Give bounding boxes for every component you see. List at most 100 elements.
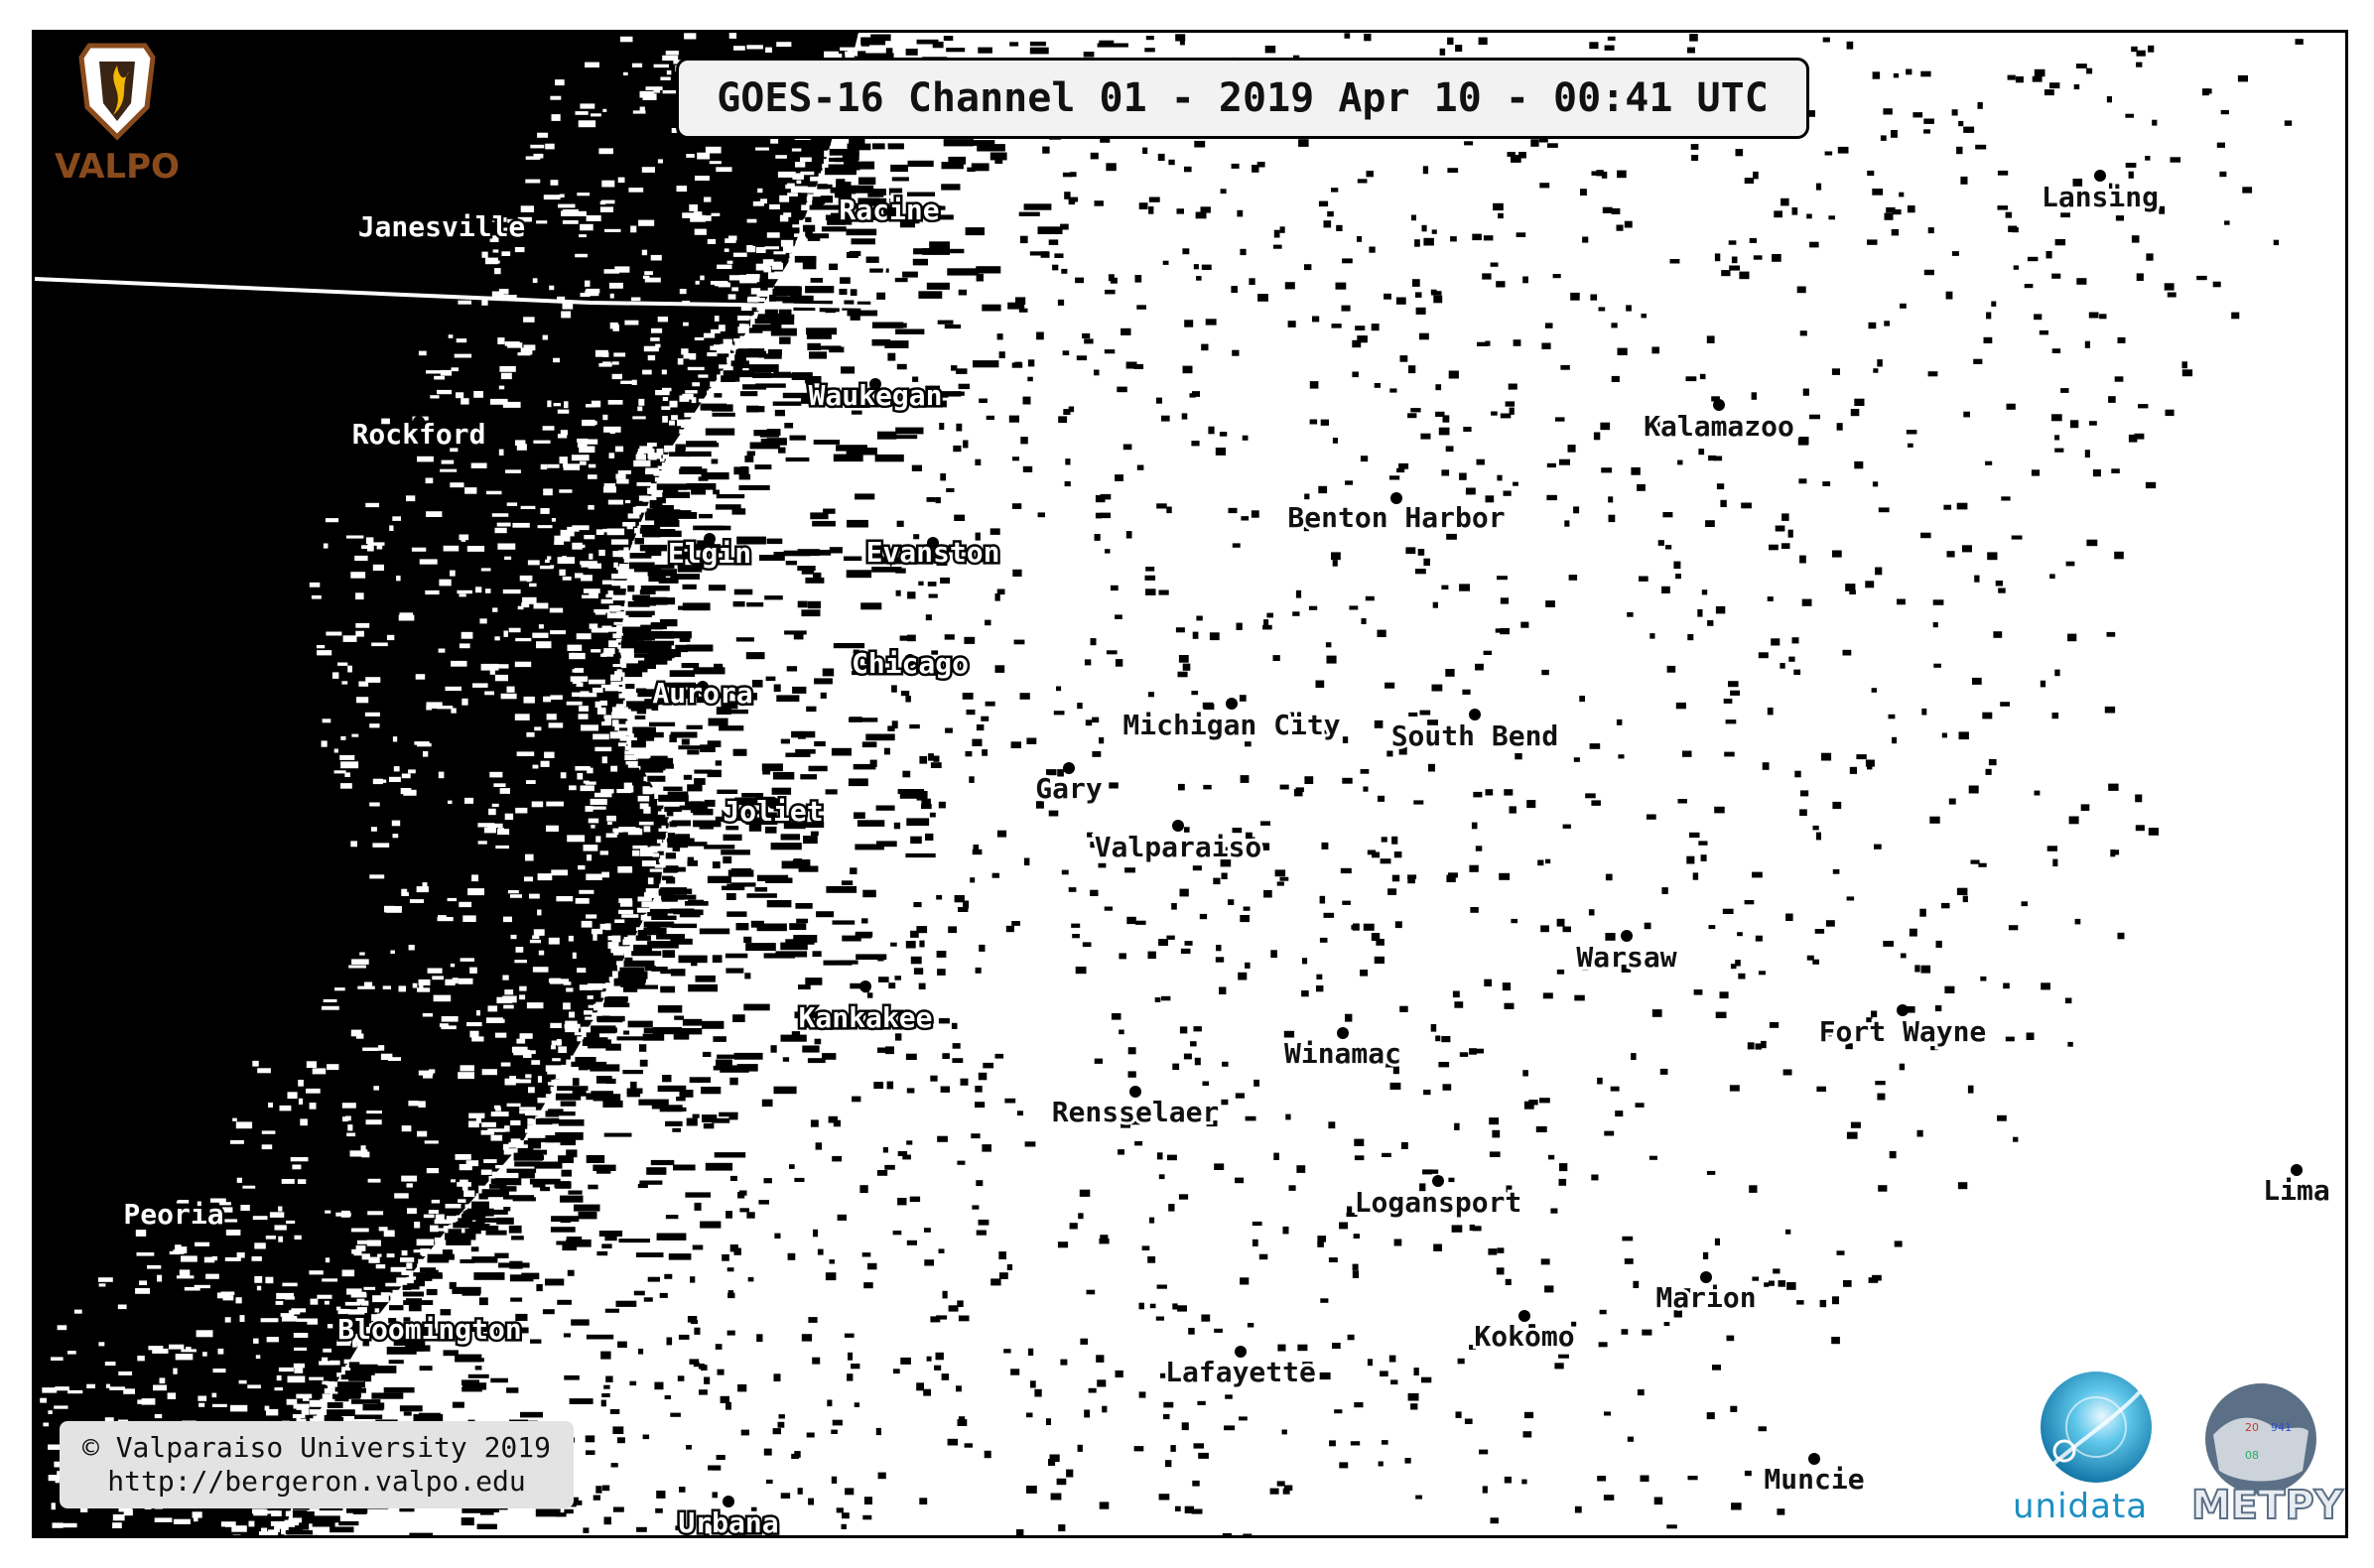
city-marker bbox=[1129, 1086, 1141, 1098]
satellite-map: Janesville Racine Waukegan Rockford Elgin Eva… bbox=[32, 30, 2348, 1538]
city-label: Rensselaer bbox=[1052, 1096, 1220, 1128]
city-marker bbox=[2094, 170, 2106, 182]
city-marker bbox=[1172, 820, 1184, 832]
city-marion: Marion bbox=[1652, 1271, 1760, 1317]
city-marker bbox=[1337, 1027, 1349, 1039]
city-rensselaer: Rensselaer bbox=[1049, 1086, 1222, 1131]
city-label: Kokomo bbox=[1474, 1320, 1574, 1353]
city-label: Logansport bbox=[1355, 1186, 1522, 1219]
city-marker bbox=[1897, 1004, 1909, 1016]
map-title: GOES-16 Channel 01 - 2019 Apr 10 - 00:41… bbox=[676, 58, 1809, 139]
city-label: Gary bbox=[1035, 772, 1103, 805]
city-marker bbox=[168, 1190, 180, 1202]
city-marker bbox=[1700, 1271, 1712, 1283]
city-janesville: Janesville bbox=[355, 198, 528, 246]
metpy-logo: 20 941 08 METPY bbox=[2190, 1375, 2344, 1529]
city-kankakee: Kankakee bbox=[796, 980, 935, 1037]
city-label: Winamac bbox=[1284, 1037, 1401, 1070]
city-rockford: Rockford bbox=[349, 416, 488, 454]
city-label: Kankakee bbox=[799, 1001, 933, 1034]
city-label: Racine bbox=[839, 194, 939, 226]
city-waukegan: Waukegan bbox=[806, 377, 945, 415]
city-peoria: Peoria bbox=[121, 1190, 226, 1234]
city-marker bbox=[904, 654, 916, 666]
city-marker bbox=[1235, 1346, 1247, 1358]
city-marker bbox=[1518, 1310, 1530, 1322]
city-label: Lansing bbox=[2042, 181, 2159, 213]
city-label: Fort Wayne bbox=[1819, 1015, 1987, 1048]
city-joliet: Joliet bbox=[721, 793, 826, 831]
city-label: South Bend bbox=[1391, 719, 1559, 752]
city-kokomo: Kokomo bbox=[1471, 1310, 1578, 1356]
city-urbana: Urbana bbox=[676, 1496, 781, 1538]
city-marker bbox=[1621, 930, 1633, 942]
city-marker bbox=[723, 1496, 734, 1507]
city-marker bbox=[1226, 698, 1238, 710]
city-valparaiso: Valparaiso bbox=[1092, 820, 1264, 866]
city-marker bbox=[424, 1325, 436, 1337]
unidata-logo-text: unidata bbox=[2013, 1487, 2149, 1526]
copyright-line: © Valparaiso University 2019 bbox=[81, 1431, 551, 1464]
svg-text:08: 08 bbox=[2245, 1449, 2259, 1462]
city-marker bbox=[413, 416, 425, 428]
city-marker bbox=[1432, 1175, 1444, 1187]
city-racine: Racine bbox=[837, 192, 942, 229]
city-label: Benton Harbor bbox=[1287, 501, 1505, 534]
copyright-url: http://bergeron.valpo.edu bbox=[107, 1465, 526, 1498]
city-label: Rockford bbox=[352, 418, 486, 451]
city-marker bbox=[1808, 1453, 1820, 1465]
city-muncie: Muncie bbox=[1761, 1453, 1868, 1499]
metpy-logo-text: METPY bbox=[2190, 1482, 2344, 1529]
valpo-shield-icon bbox=[78, 43, 156, 141]
valpo-logo: VALPO bbox=[48, 38, 187, 187]
city-aurora: Aurora bbox=[650, 675, 755, 713]
city-label: Aurora bbox=[652, 677, 752, 710]
city-marker bbox=[767, 797, 779, 809]
city-south-bend: South Bend bbox=[1388, 709, 1561, 755]
city-marker bbox=[1469, 709, 1481, 720]
city-label: Valparaiso bbox=[1095, 831, 1262, 863]
svg-text:20: 20 bbox=[2245, 1421, 2259, 1434]
city-marker bbox=[2291, 1164, 2303, 1176]
unidata-globe-icon bbox=[2041, 1372, 2152, 1483]
city-label: Elgin bbox=[668, 537, 751, 570]
unidata-logo: unidata bbox=[2013, 1370, 2211, 1528]
copyright-box: © Valparaiso University 2019 http://berg… bbox=[60, 1421, 574, 1508]
city-gary: Gary bbox=[1032, 762, 1106, 808]
city-marker bbox=[436, 198, 448, 210]
city-label: Waukegan bbox=[809, 379, 943, 412]
city-label: Peoria bbox=[123, 1198, 223, 1231]
city-label: Warsaw bbox=[1576, 941, 1676, 974]
city-michigan-city: Michigan City bbox=[1120, 698, 1344, 744]
city-label: Michigan City bbox=[1122, 709, 1340, 741]
city-marker bbox=[859, 980, 871, 992]
city-kalamazoo: Kalamazoo bbox=[1641, 399, 1797, 446]
city-marker bbox=[869, 378, 881, 390]
city-bloomington: Bloomington bbox=[335, 1311, 524, 1349]
city-marker bbox=[883, 205, 895, 217]
city-label: Janesville bbox=[358, 210, 526, 243]
city-marker bbox=[1063, 762, 1075, 774]
city-winamac: Winamac bbox=[1281, 1027, 1404, 1073]
city-warsaw: Warsaw bbox=[1573, 930, 1680, 977]
city-label: Lafayette bbox=[1165, 1356, 1316, 1388]
state-border-il-wi bbox=[35, 277, 879, 309]
metpy-globe-icon: 20 941 08 bbox=[2205, 1383, 2316, 1495]
svg-text:941: 941 bbox=[2271, 1421, 2292, 1434]
city-marker bbox=[1713, 399, 1725, 411]
city-marker bbox=[697, 681, 709, 693]
city-evanston: Evanston bbox=[863, 534, 1002, 572]
city-marker bbox=[927, 537, 939, 549]
dark-cloud-region bbox=[35, 33, 858, 1535]
city-marker bbox=[704, 533, 716, 545]
city-chicago: Chicago bbox=[849, 645, 971, 683]
city-label: Marion bbox=[1655, 1281, 1756, 1314]
city-label: Chicago bbox=[852, 647, 969, 680]
city-label: Lima bbox=[2263, 1174, 2329, 1207]
city-label: Bloomington bbox=[337, 1313, 521, 1346]
city-elgin: Elgin bbox=[665, 533, 754, 573]
city-lima: Lima bbox=[2260, 1164, 2333, 1210]
city-label: Urbana bbox=[678, 1506, 778, 1538]
city-lansing: Lansing bbox=[2039, 170, 2162, 216]
city-logansport: Logansport bbox=[1352, 1175, 1524, 1222]
